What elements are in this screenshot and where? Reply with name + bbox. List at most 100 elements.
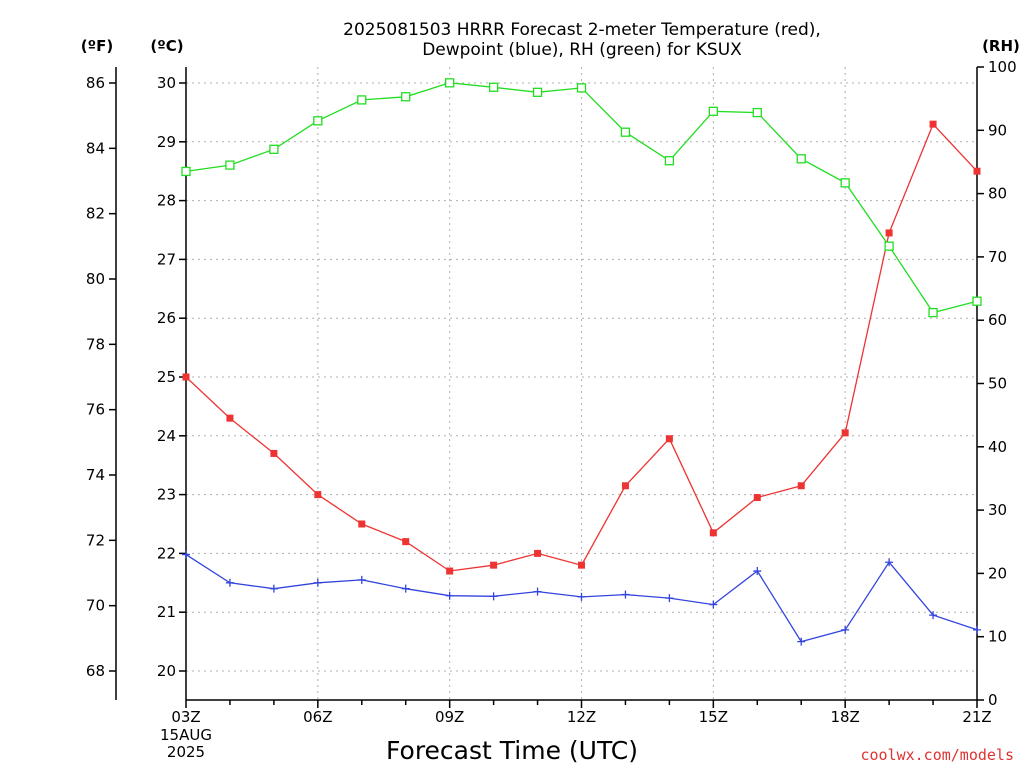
rh-tick-label: 50 <box>988 375 1007 393</box>
dewpoint-point <box>797 637 806 646</box>
temperature-point <box>665 435 673 443</box>
dewpoint-point <box>753 567 762 576</box>
fahrenheit-tick-label: 86 <box>86 74 105 92</box>
fahrenheit-tick-label: 80 <box>86 270 105 288</box>
rh-tick-label: 100 <box>988 58 1017 76</box>
rh-point <box>928 307 938 318</box>
grid-lines <box>186 67 977 700</box>
x-date-label: 2025 <box>167 743 205 761</box>
rh-tick-label: 60 <box>988 311 1007 329</box>
rh-point <box>445 78 455 88</box>
dewpoint-point <box>577 592 586 601</box>
temperature-point <box>270 449 278 457</box>
rh-point <box>313 116 323 126</box>
temperature-point <box>621 482 629 490</box>
temperature-point <box>709 529 717 537</box>
dewpoint-point <box>665 594 674 603</box>
dewpoint-point <box>533 587 542 596</box>
celsius-tick-label: 24 <box>157 427 176 445</box>
rh-point <box>620 127 631 137</box>
rh-point <box>357 95 367 105</box>
celsius-tick-label: 29 <box>157 133 176 151</box>
x-tick-label: 06Z <box>303 708 332 726</box>
fahrenheit-tick-label: 76 <box>86 401 105 419</box>
x-axis-label: Forecast Time (UTC) <box>386 736 638 765</box>
rh-tick-label: 0 <box>988 691 998 709</box>
x-tick-label: 03Z <box>171 708 200 726</box>
rh-point <box>401 92 411 102</box>
rh-tick-label: 90 <box>988 121 1007 139</box>
rh-tick-label: 30 <box>988 501 1007 519</box>
fahrenheit-tick-label: 82 <box>86 205 105 223</box>
rh-point <box>972 296 982 306</box>
celsius-tick-label: 26 <box>157 309 176 327</box>
celsius-tick-label: 22 <box>157 544 176 562</box>
x-tick-label: 15Z <box>699 708 728 726</box>
temperature-point <box>226 414 234 422</box>
temperature-point <box>314 491 322 499</box>
celsius-axis-unit: (ºC) <box>150 37 183 55</box>
rh-tick-label: 80 <box>988 185 1007 203</box>
dewpoint-point <box>621 590 630 599</box>
chart-title-line-2: Dewpoint (blue), RH (green) for KSUX <box>422 40 742 60</box>
series <box>181 78 982 646</box>
celsius-tick-label: 23 <box>157 486 176 504</box>
x-tick-label: 12Z <box>567 708 596 726</box>
rh-point <box>532 87 543 97</box>
temperature-point <box>797 482 805 490</box>
dewpoint-point <box>445 591 454 600</box>
dewpoint-point <box>973 625 981 634</box>
celsius-tick-label: 21 <box>157 603 176 621</box>
chart-title-line-1: 2025081503 HRRR Forecast 2-meter Tempera… <box>343 20 821 40</box>
rh-point <box>796 154 806 164</box>
celsius-tick-label: 20 <box>157 662 176 680</box>
rh-tick-label: 70 <box>988 248 1007 266</box>
rh-point <box>269 144 279 154</box>
celsius-tick-label: 28 <box>157 192 176 210</box>
temperature-point <box>446 567 454 575</box>
temperature-point <box>929 120 937 128</box>
tick-labels: 68 70 72 74 76 78 80 82 84 86 20 21 22 23 24 25 26 27 28 29… <box>86 58 1017 761</box>
x-tick-label: 09Z <box>435 708 464 726</box>
temperature-line <box>185 123 978 572</box>
rh-point <box>840 178 850 188</box>
dewpoint-point <box>709 600 718 609</box>
rh-point <box>664 156 675 166</box>
dewpoint-point <box>489 592 498 601</box>
rh-tick-label: 20 <box>988 564 1007 582</box>
x-tick-label: 21Z <box>962 708 991 726</box>
rh-point <box>225 160 235 170</box>
temperature-point <box>753 494 761 502</box>
temperature-point <box>841 429 849 437</box>
temperature-point <box>534 549 542 557</box>
temperature-point <box>490 561 498 569</box>
celsius-tick-label: 27 <box>157 250 176 268</box>
credit-text: coolwx.com/models <box>860 746 1014 764</box>
fahrenheit-tick-label: 78 <box>86 335 105 353</box>
rh-point <box>884 241 894 251</box>
dewpoint-point <box>357 575 366 584</box>
rh-point <box>708 106 718 116</box>
fahrenheit-tick-label: 68 <box>86 662 105 680</box>
celsius-tick-label: 30 <box>157 74 176 92</box>
temperature-point <box>973 167 981 175</box>
rh-point <box>488 82 499 92</box>
fahrenheit-tick-label: 84 <box>86 139 105 157</box>
dewpoint-point <box>929 611 938 620</box>
celsius-tick-label: 25 <box>157 368 176 386</box>
dewpoint-point <box>225 578 234 587</box>
dewpoint-point <box>841 625 850 634</box>
temperature-point <box>358 520 366 528</box>
dewpoint-point <box>885 558 894 567</box>
dewpoint-point <box>269 584 278 593</box>
temperature-point <box>182 373 190 381</box>
dewpoint-point <box>401 584 410 593</box>
rh-point <box>752 107 762 118</box>
fahrenheit-tick-label: 72 <box>86 531 105 549</box>
fahrenheit-axis-unit: (ºF) <box>81 37 113 55</box>
temperature-point <box>402 538 410 546</box>
rh-tick-label: 40 <box>988 438 1007 456</box>
x-date-label: 15AUG <box>160 726 212 744</box>
dewpoint-point <box>313 578 322 587</box>
